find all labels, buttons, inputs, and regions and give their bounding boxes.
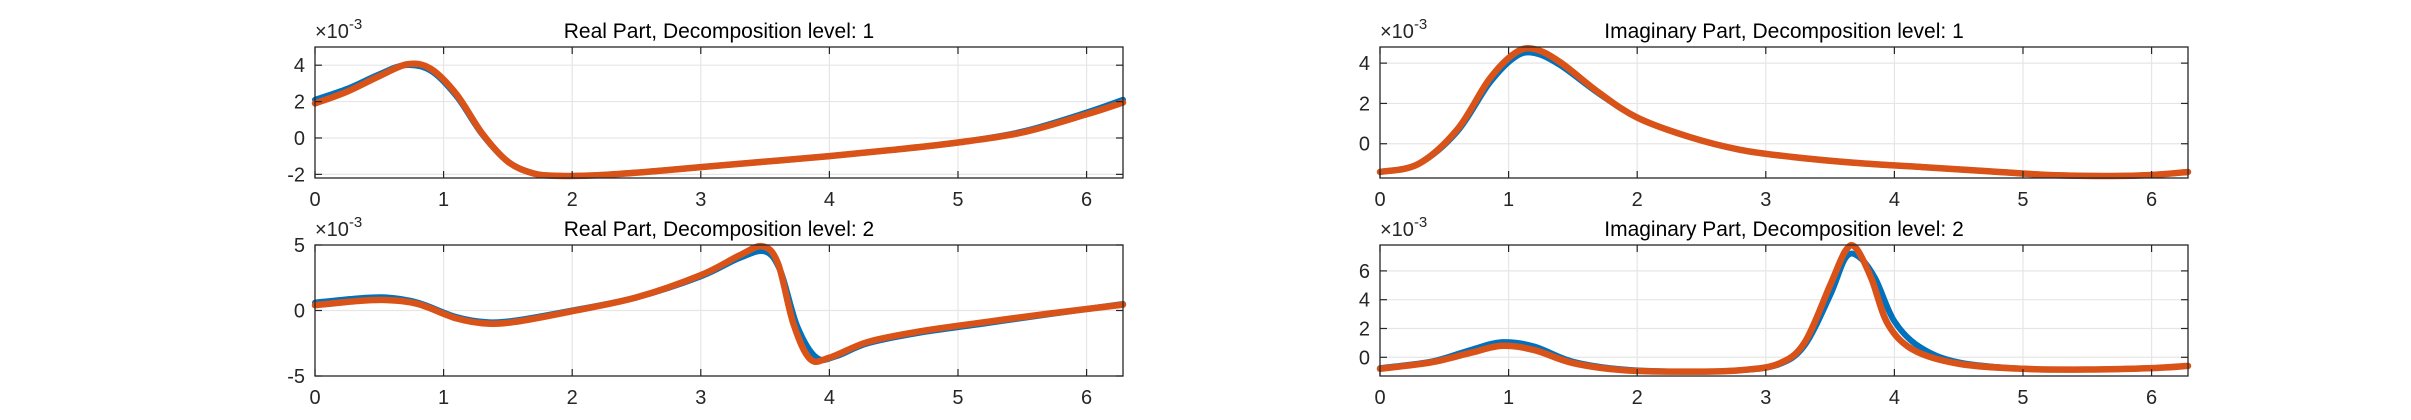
y-tick-label: 0 bbox=[294, 128, 305, 150]
x-tick-label: 6 bbox=[2146, 387, 2157, 409]
x-tick-label: 5 bbox=[2017, 387, 2028, 409]
x-tick-label: 4 bbox=[1889, 189, 1900, 211]
x-tick-label: 1 bbox=[438, 189, 449, 211]
axis-exponent-label: ×10-3 bbox=[315, 16, 362, 43]
axes-background bbox=[315, 47, 1123, 178]
exponent-base: ×10 bbox=[1380, 21, 1414, 43]
exponent-base: ×10 bbox=[315, 21, 349, 43]
x-tick-label: 2 bbox=[567, 189, 578, 211]
subplot-4: 0 1 2 3 4 5 6 0 2 4 6 ×10-3 Imaginary Part, Decompos… bbox=[1359, 214, 2192, 409]
x-tick-label: 0 bbox=[1374, 387, 1385, 409]
y-tick-label: 6 bbox=[1359, 261, 1370, 283]
y-tick-label: 0 bbox=[1359, 134, 1370, 156]
axis-exponent-label: ×10-3 bbox=[315, 214, 362, 241]
x-tick-label: 3 bbox=[1760, 189, 1771, 211]
x-tick-label: 5 bbox=[2017, 189, 2028, 211]
x-tick-label: 2 bbox=[567, 387, 578, 409]
y-tick-label: -2 bbox=[287, 164, 305, 186]
x-tick-label: 4 bbox=[824, 387, 835, 409]
x-tick-label: 2 bbox=[1632, 189, 1643, 211]
y-tick-label: 4 bbox=[1359, 53, 1370, 75]
exponent-power: -3 bbox=[349, 214, 362, 231]
axes-box bbox=[314, 46, 1124, 179]
x-tick-label: 0 bbox=[309, 189, 320, 211]
exponent-base: ×10 bbox=[1380, 219, 1414, 241]
exponent-power: -3 bbox=[1414, 16, 1427, 33]
x-tick-label: 1 bbox=[1503, 387, 1514, 409]
x-tick-label: 2 bbox=[1632, 387, 1643, 409]
axes-box bbox=[1379, 46, 2189, 179]
y-tick-label: 4 bbox=[1359, 290, 1370, 312]
chart-title: Real Part, Decomposition level: 1 bbox=[564, 20, 874, 43]
x-tick-label: 6 bbox=[1081, 189, 1092, 211]
exponent-power: -3 bbox=[1414, 214, 1427, 231]
x-tick-label: 1 bbox=[438, 387, 449, 409]
series-line-2 bbox=[1376, 45, 2192, 180]
chart-title: Imaginary Part, Decomposition level: 1 bbox=[1604, 20, 1964, 43]
x-tick-label: 4 bbox=[824, 189, 835, 211]
y-tick-label: 0 bbox=[294, 301, 305, 323]
axis-exponent-label: ×10-3 bbox=[1380, 16, 1427, 43]
exponent-base: ×10 bbox=[315, 219, 349, 241]
subplot-2: 0 1 2 3 4 5 6 0 2 4 ×10-3 Imaginary Part, Decomposi… bbox=[1359, 16, 2192, 211]
y-tick-label: 5 bbox=[294, 235, 305, 257]
y-tick-label: 2 bbox=[1359, 93, 1370, 115]
chart-title: Real Part, Decomposition level: 2 bbox=[564, 218, 874, 241]
axes-background bbox=[1380, 245, 2188, 376]
y-tick-label: 0 bbox=[1359, 347, 1370, 369]
series-line-2 bbox=[311, 60, 1127, 180]
axes-box bbox=[1379, 244, 2189, 377]
x-tick-label: 6 bbox=[2146, 189, 2157, 211]
y-tick-label: -5 bbox=[287, 366, 305, 388]
x-tick-label: 6 bbox=[1081, 387, 1092, 409]
x-tick-label: 0 bbox=[1374, 189, 1385, 211]
x-tick-label: 5 bbox=[952, 189, 963, 211]
x-tick-label: 3 bbox=[1760, 387, 1771, 409]
x-tick-label: 3 bbox=[695, 387, 706, 409]
axis-exponent-label: ×10-3 bbox=[1380, 214, 1427, 241]
series-line-2 bbox=[1376, 241, 2192, 375]
x-tick-label: 3 bbox=[695, 189, 706, 211]
y-tick-label: 2 bbox=[294, 92, 305, 114]
x-tick-label: 0 bbox=[309, 387, 320, 409]
x-tick-label: 5 bbox=[952, 387, 963, 409]
subplot-3: 0 1 2 3 4 5 6-505×10-3 Real Part, Decomposition… bbox=[287, 214, 1127, 409]
x-tick-label: 1 bbox=[1503, 189, 1514, 211]
chart-title: Imaginary Part, Decomposition level: 2 bbox=[1604, 218, 1964, 241]
y-tick-label: 2 bbox=[1359, 318, 1370, 340]
x-tick-label: 4 bbox=[1889, 387, 1900, 409]
exponent-power: -3 bbox=[349, 16, 362, 33]
y-tick-label: 4 bbox=[294, 55, 305, 77]
series-line-2 bbox=[311, 242, 1127, 366]
